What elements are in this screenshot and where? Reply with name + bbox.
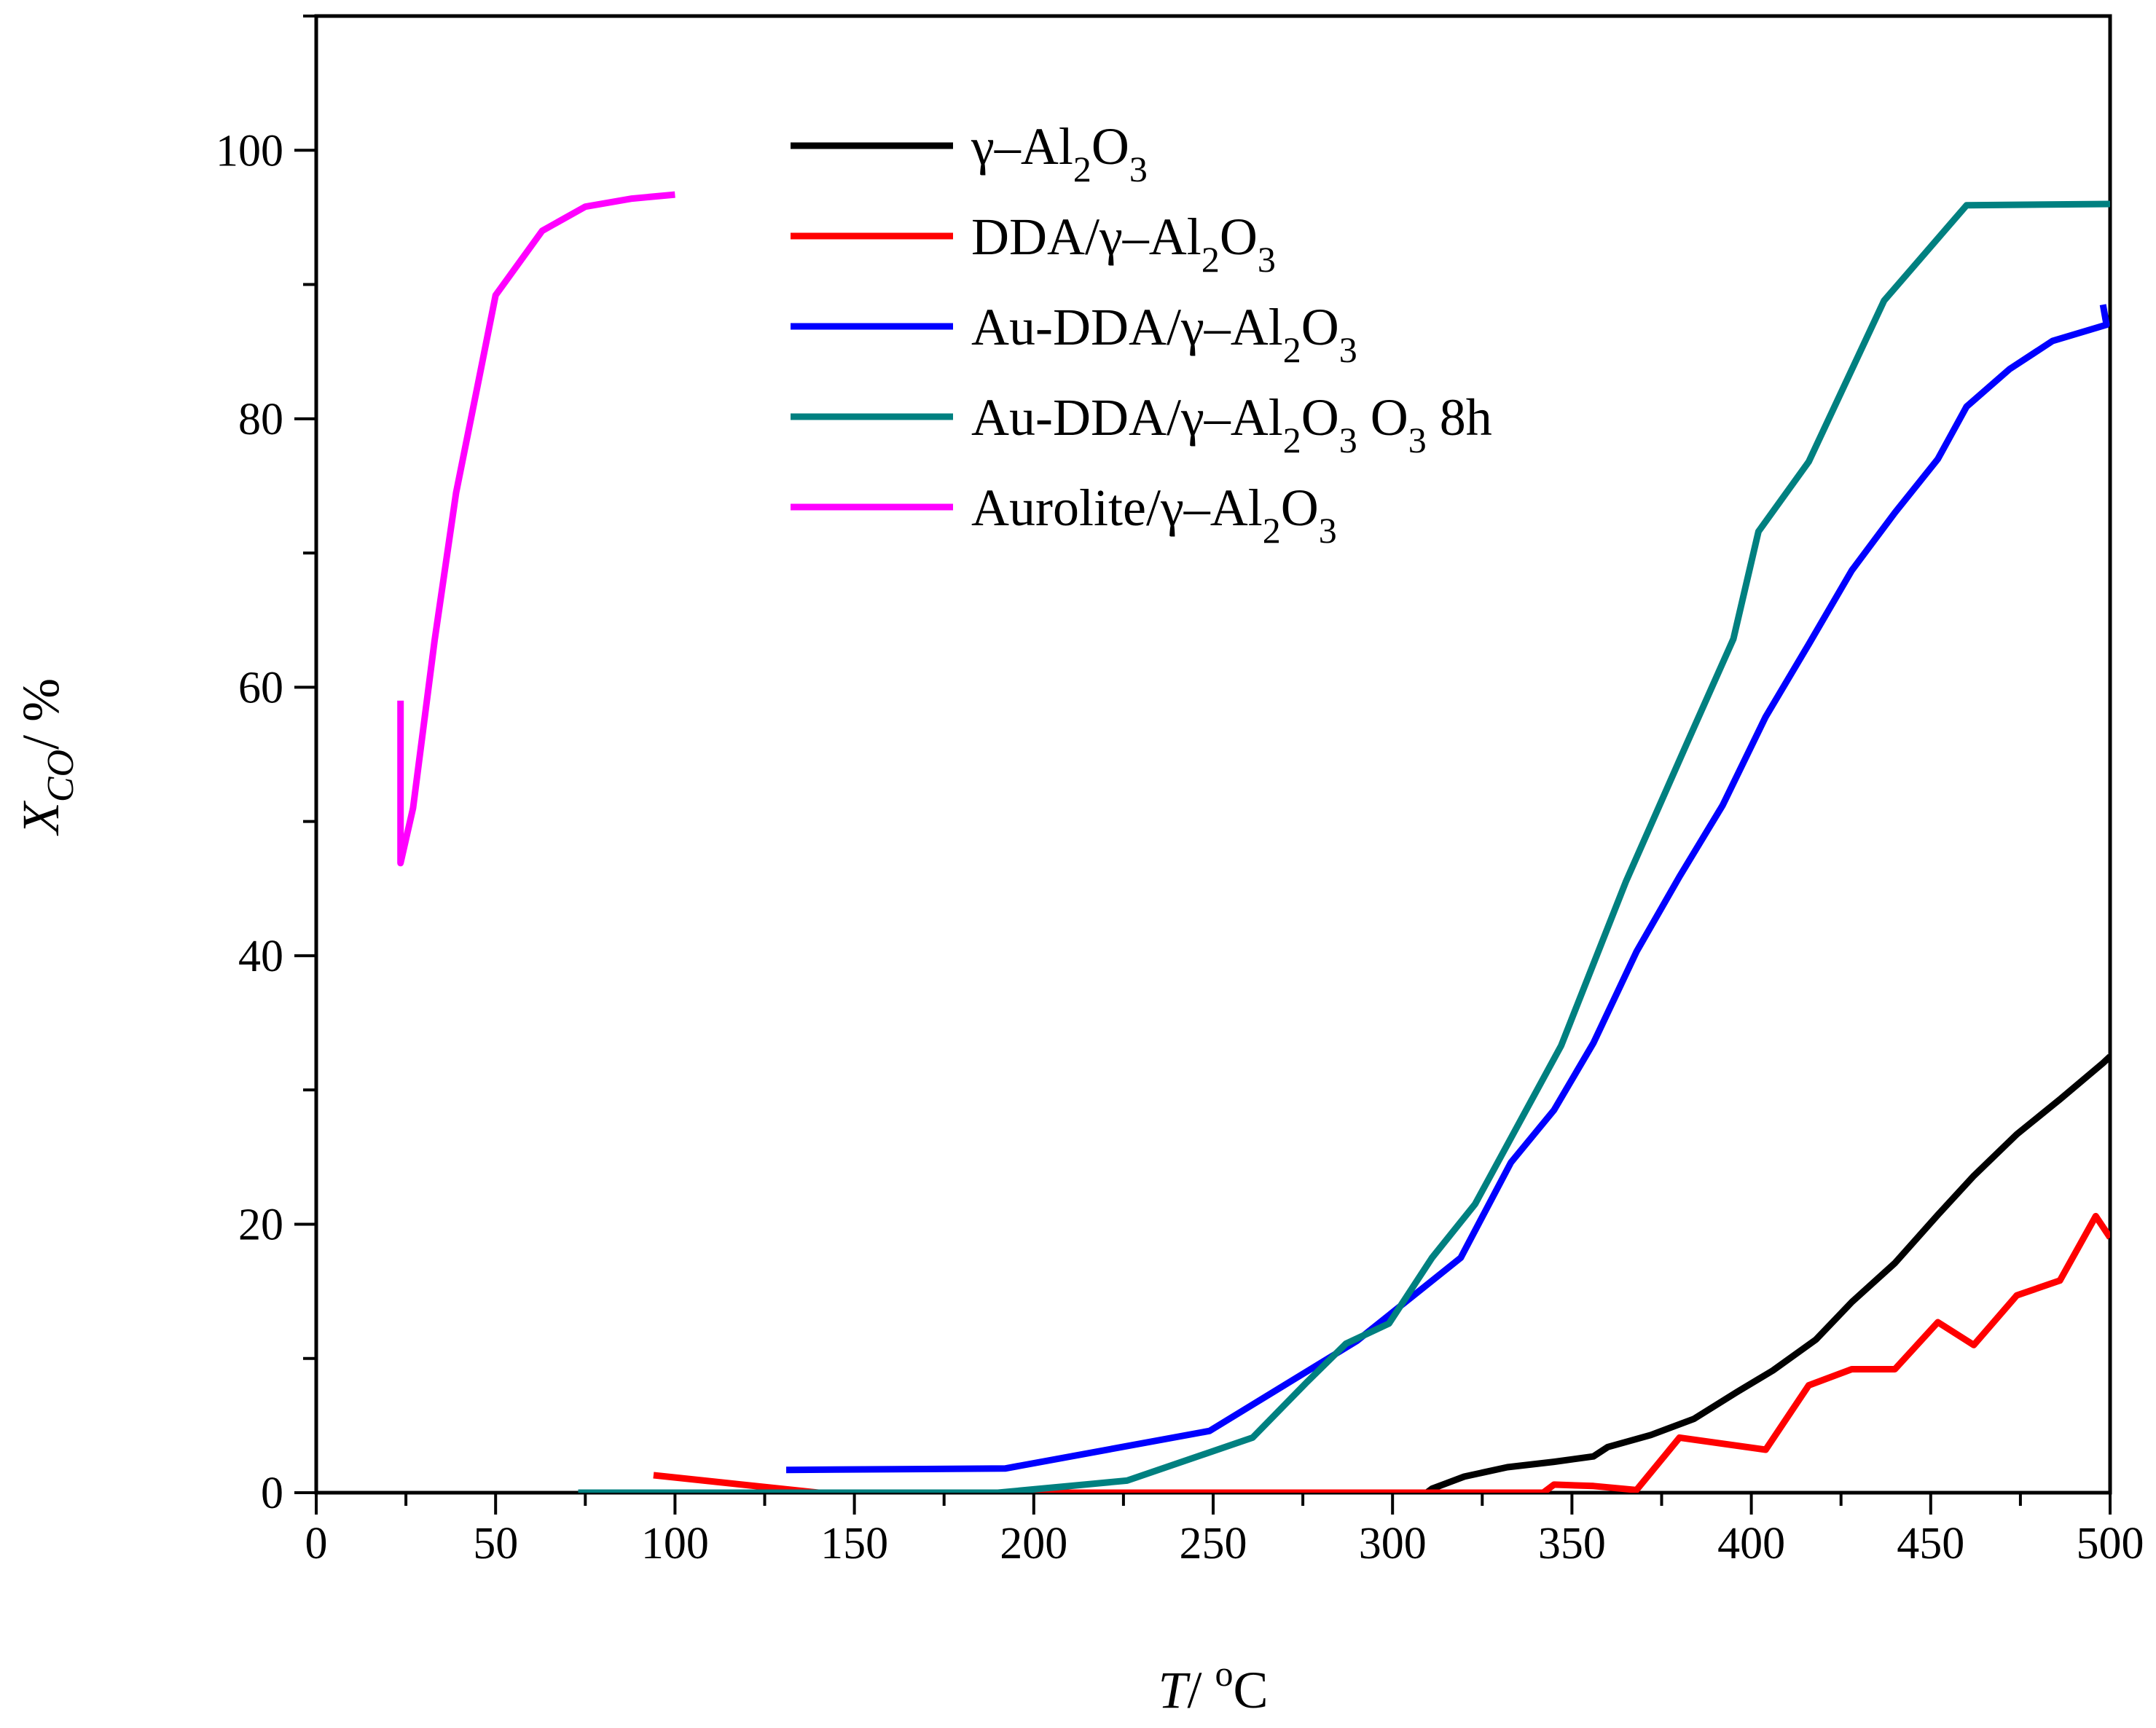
- y-axis-title-sep: /: [12, 722, 70, 750]
- x-tick-label: 250: [1180, 1519, 1247, 1568]
- x-tick-label: 150: [820, 1519, 888, 1568]
- x-axis-title-var: T: [1158, 1661, 1191, 1719]
- x-axis-title: T/ oC: [1158, 1653, 1268, 1719]
- legend-entry-label: γ–Al2O3: [971, 117, 1148, 189]
- y-tick-label: 80: [238, 395, 283, 444]
- y-tick-label: 0: [261, 1469, 283, 1518]
- x-axis-title-sep: /: [1188, 1661, 1215, 1719]
- x-tick-label: 350: [1538, 1519, 1606, 1568]
- y-tick-label: 20: [238, 1200, 283, 1249]
- y-axis-title: XCO/ %: [12, 678, 82, 836]
- x-tick-label: 200: [1000, 1519, 1067, 1568]
- x-tick-label: 50: [473, 1519, 518, 1568]
- series-lines: [397, 191, 2110, 1493]
- legend-entry-label: Aurolite/γ–Al2O3: [971, 479, 1337, 551]
- x-tick-label: 300: [1359, 1519, 1427, 1568]
- x-axis-title-degree: o: [1215, 1653, 1234, 1694]
- axis-tick-labels: 0 50 100 150 200 250 300 350 400 450 500 0 20 40 60 80 1…: [216, 126, 2144, 1568]
- x-tick-label: 400: [1717, 1519, 1785, 1568]
- series-line-au-dda-al2o3: [785, 304, 2110, 1474]
- legend-entry-label: Au-DDA/γ–Al2O3 O3 8h: [971, 388, 1492, 460]
- y-axis-title-sub: CO: [40, 750, 82, 802]
- y-axis-title-unit: %: [12, 678, 70, 722]
- series-line-aurolite-al2o3: [397, 191, 675, 867]
- legend-entry-label: Au-DDA/γ–Al2O3: [971, 298, 1357, 370]
- y-tick-label: 40: [238, 932, 283, 981]
- y-axis-title-var: X: [12, 800, 70, 836]
- x-tick-label: 500: [2077, 1519, 2144, 1568]
- series-line-au-dda-al2o3-o3-8h: [578, 200, 2110, 1493]
- x-axis-title-unit: C: [1234, 1661, 1269, 1719]
- axis-ticks: [294, 15, 2112, 1515]
- legend: γ–Al2O3 DDA/γ–Al2O3 Au-DDA/γ–Al2O3 Au-DDA/γ…: [791, 117, 1492, 551]
- y-tick-label: 60: [238, 663, 283, 712]
- legend-entry-label: DDA/γ–Al2O3: [971, 208, 1276, 280]
- series-line-dda-al2o3: [653, 1212, 2110, 1493]
- plot-frame: [314, 14, 2112, 1495]
- x-tick-label: 0: [305, 1519, 328, 1568]
- x-tick-label: 100: [641, 1519, 709, 1568]
- x-tick-label: 450: [1897, 1519, 1964, 1568]
- series-line-al2o3: [1421, 1053, 2110, 1493]
- y-tick-label: 100: [216, 126, 283, 176]
